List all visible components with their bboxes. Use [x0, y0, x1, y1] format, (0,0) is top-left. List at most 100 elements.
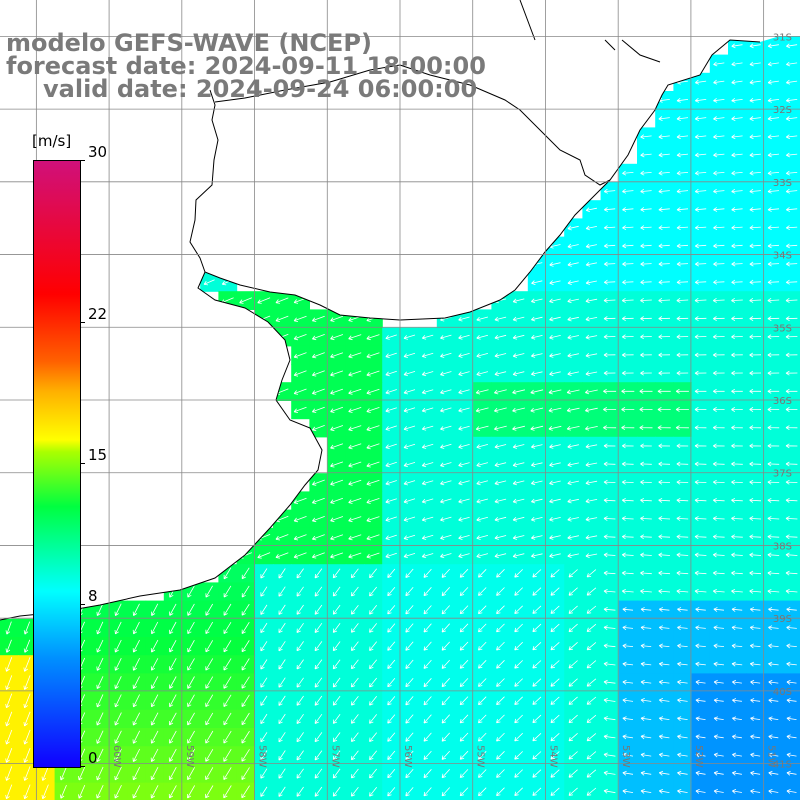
wind-arrow — [150, 694, 159, 708]
longitude-label: 56W — [402, 745, 413, 768]
wind-arrow — [423, 641, 432, 651]
wind-arrow — [785, 170, 798, 176]
wind-arrow — [351, 768, 359, 779]
wind-cell — [291, 582, 310, 602]
wind-arrow — [767, 188, 780, 194]
wind-arrow — [403, 553, 416, 559]
wind-arrow — [150, 676, 159, 689]
wind-arrow — [366, 461, 380, 468]
wind-arrow — [385, 552, 397, 559]
wind-arrow — [366, 534, 380, 541]
wind-arrow — [694, 188, 707, 194]
wind-arrow — [366, 552, 380, 559]
wind-arrow — [531, 353, 543, 358]
wind-cell — [400, 709, 420, 729]
wind-cell — [145, 746, 165, 765]
wind-arrow — [567, 498, 579, 504]
wind-cell — [455, 709, 474, 729]
wind-arrow — [731, 152, 743, 158]
wind-arrow — [640, 534, 652, 540]
wind-arrow — [366, 388, 380, 395]
wind-cell — [400, 764, 420, 784]
wind-arrow — [712, 552, 725, 558]
wind-arrow — [369, 768, 378, 779]
wind-arrow — [622, 752, 634, 758]
wind-arrow — [459, 769, 469, 778]
wind-arrow — [441, 605, 450, 615]
wind-cell — [218, 746, 238, 765]
title-forecast-date: forecast date: 2024-09-11 18:00:00 — [6, 52, 486, 80]
wind-arrow — [514, 660, 523, 669]
wind-cell — [200, 582, 219, 602]
wind-arrow — [223, 694, 232, 707]
wind-arrow — [405, 623, 414, 633]
wind-arrow — [731, 479, 743, 485]
wind-arrow — [785, 370, 798, 376]
wind-arrow — [296, 641, 304, 652]
wind-cell — [546, 600, 565, 620]
wind-arrow — [23, 748, 31, 763]
wind-arrow — [713, 770, 724, 776]
wind-arrow — [278, 568, 286, 579]
wind-arrow — [767, 479, 780, 485]
wind-arrow — [475, 389, 489, 395]
wind-cell — [527, 637, 547, 656]
wind-cell — [491, 673, 511, 693]
wind-arrow — [187, 603, 195, 616]
wind-arrow — [385, 334, 397, 340]
wind-arrow — [494, 553, 507, 559]
wind-arrow — [205, 712, 214, 726]
wind-arrow — [603, 225, 616, 231]
wind-arrow — [314, 622, 323, 633]
longitude-label: 57W — [329, 745, 340, 768]
wind-arrow — [622, 679, 634, 685]
wind-arrow — [532, 623, 542, 633]
latitude-labels: 31S 32S 33S 34S 35S 36S 37S 38S 39S 40S 41S — [773, 32, 792, 770]
wind-arrow — [440, 352, 452, 358]
wind-arrow — [421, 480, 434, 486]
wind-cell — [145, 709, 165, 729]
wind-arrow — [23, 766, 31, 781]
wind-arrow — [512, 535, 525, 540]
wind-arrow — [676, 334, 689, 340]
latitude-label: 36S — [773, 396, 792, 407]
wind-arrow — [713, 698, 724, 703]
wind-arrow — [550, 769, 560, 778]
wind-arrow — [785, 479, 798, 485]
wind-arrow — [169, 658, 177, 671]
wind-arrow — [640, 770, 652, 776]
wind-arrow — [676, 570, 689, 576]
wind-arrow — [405, 750, 414, 760]
wind-arrow — [260, 568, 268, 579]
wind-arrow — [293, 370, 307, 377]
wind-cell — [527, 746, 547, 765]
wind-arrow — [532, 751, 542, 760]
wind-cell — [546, 764, 565, 784]
longitude-label: 54W — [547, 745, 558, 768]
wind-arrow — [5, 766, 13, 781]
wind-arrow — [114, 712, 122, 726]
wind-arrow — [348, 534, 362, 541]
wind-cell — [163, 764, 183, 784]
wind-cell — [491, 600, 511, 620]
wind-cell — [327, 600, 347, 620]
wind-arrow — [387, 750, 396, 760]
wind-cell — [327, 673, 347, 693]
wind-arrow — [296, 695, 304, 706]
wind-arrow — [260, 641, 268, 652]
wind-cell — [200, 746, 219, 765]
wind-arrow — [514, 732, 523, 742]
wind-arrow — [676, 370, 689, 376]
wind-arrow — [423, 732, 432, 742]
wind-arrow — [622, 607, 634, 612]
wind-arrow — [132, 748, 141, 762]
wind-arrow — [494, 535, 507, 540]
wind-arrow — [293, 388, 307, 395]
wind-cell — [436, 764, 456, 784]
wind-arrow — [405, 568, 414, 578]
wind-cell — [163, 655, 183, 674]
wind-cell — [382, 728, 401, 747]
wind-arrow — [459, 714, 469, 724]
wind-cell — [236, 637, 256, 656]
wind-cell — [418, 655, 438, 674]
